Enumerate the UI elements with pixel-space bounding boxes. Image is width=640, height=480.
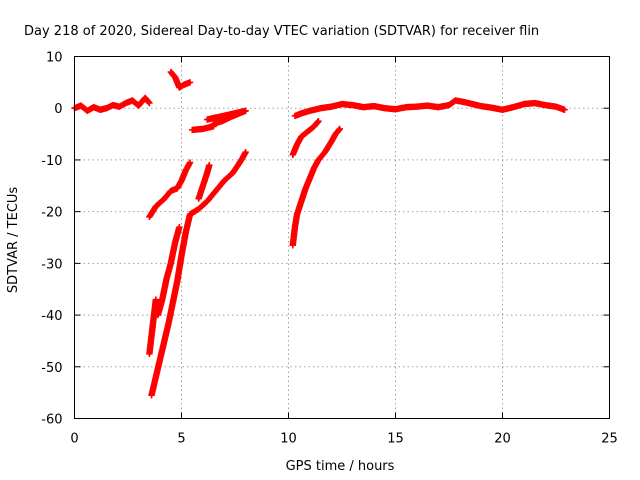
x-tick-label: 25: [601, 432, 618, 447]
data-series-10: [291, 97, 568, 120]
x-tick-label: 20: [494, 432, 511, 447]
data-series-5: [195, 161, 213, 202]
y-tick-label: 0: [54, 102, 62, 117]
data-series-3: [189, 107, 249, 134]
y-tick-label: -50: [41, 361, 62, 376]
data-point: [206, 161, 213, 169]
data-point: [186, 79, 194, 86]
data-point: [176, 223, 183, 231]
data-point: [242, 148, 249, 156]
y-tick-label: -60: [41, 413, 62, 428]
data-point: [212, 114, 219, 121]
data-series-1: [71, 94, 153, 114]
y-tick-label: -20: [41, 206, 62, 221]
x-tick-label: 0: [70, 432, 78, 447]
x-tick-label: 5: [177, 432, 185, 447]
data-point: [315, 117, 322, 125]
tick-layer: 0 5 10 15 20 25 10 0 -10 -20 -30 -40 -50 -60: [41, 51, 618, 447]
data-series-4: [146, 159, 194, 221]
data-point: [146, 99, 153, 107]
data-point: [186, 159, 194, 166]
plot-frame: [74, 56, 610, 419]
data-layer: [71, 68, 568, 399]
y-tick-label: 10: [46, 51, 63, 66]
x-tick-label: 10: [280, 432, 297, 447]
y-axis-label: SDTVAR / TECUs: [6, 187, 21, 294]
y-tick-label: -10: [41, 154, 62, 169]
y-tick-label: -30: [41, 257, 62, 272]
x-tick-label: 15: [387, 432, 404, 447]
data-series-2: [167, 68, 194, 91]
data-point: [561, 106, 568, 113]
data-series-8: [289, 117, 322, 158]
data-series-6: [148, 148, 249, 399]
data-series-9: [289, 125, 344, 249]
x-axis-label: GPS time / hours: [286, 459, 395, 474]
grid-layer: [74, 56, 610, 419]
y-tick-label: -40: [41, 309, 62, 324]
data-series-7: [146, 223, 183, 358]
chart-title: Day 218 of 2020, Sidereal Day-to-day VTE…: [24, 24, 539, 39]
data-point: [336, 125, 344, 133]
